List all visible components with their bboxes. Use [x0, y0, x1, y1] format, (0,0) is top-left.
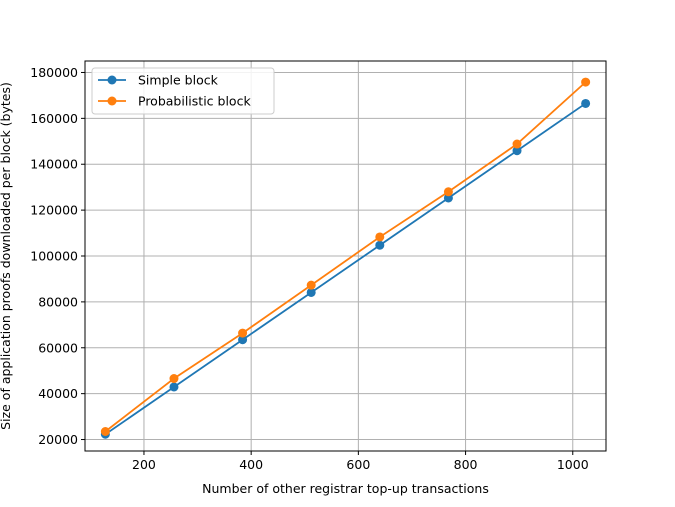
- data-point: [375, 240, 385, 250]
- legend-label: Simple block: [138, 73, 219, 88]
- data-point: [169, 382, 179, 392]
- x-axis-label: Number of other registrar top-up transac…: [202, 481, 489, 496]
- y-tick-label: 180000: [30, 65, 78, 80]
- data-point: [375, 232, 385, 242]
- data-point: [169, 374, 179, 384]
- x-tick-label: 800: [454, 457, 478, 472]
- y-tick-label: 120000: [30, 203, 78, 218]
- data-point: [306, 280, 316, 290]
- legend-item: Simple block: [98, 73, 219, 88]
- data-point: [581, 77, 591, 87]
- series-line: [104, 102, 587, 435]
- legend-marker: [107, 75, 117, 85]
- ticks: 200 400 600 800 1000 20000 40000 60000 80000 1000…: [30, 65, 588, 472]
- data-point: [100, 427, 110, 436]
- y-tick-label: 80000: [38, 294, 78, 309]
- y-tick-label: 40000: [38, 386, 78, 401]
- data-point: [512, 139, 522, 149]
- y-axis-label: Size of application proofs downloaded pe…: [0, 82, 13, 430]
- legend-box: [91, 67, 275, 115]
- y-tick-label: 60000: [38, 340, 78, 355]
- grid: [85, 61, 606, 451]
- legend-item: Probabilistic block: [98, 94, 251, 109]
- series-0: [100, 98, 591, 439]
- x-tick-label: 400: [239, 457, 263, 472]
- y-tick-label: 160000: [30, 111, 78, 126]
- series-1: [100, 77, 591, 436]
- y-tick-label: 100000: [30, 249, 78, 264]
- x-tick-label: 200: [132, 457, 156, 472]
- data-point: [306, 287, 316, 297]
- y-tick-label: 20000: [38, 432, 78, 447]
- x-tick-label: 600: [346, 457, 370, 472]
- data-point: [238, 335, 248, 345]
- series-group: [100, 77, 591, 439]
- legend-marker: [107, 96, 117, 106]
- data-point: [581, 98, 591, 108]
- x-tick-label: 1000: [557, 457, 589, 472]
- data-point: [238, 328, 248, 338]
- legend: Simple block Probabilistic block: [91, 67, 275, 115]
- data-point: [512, 146, 522, 156]
- legend-label: Probabilistic block: [138, 94, 251, 109]
- series-line: [104, 81, 587, 433]
- y-tick-label: 140000: [30, 157, 78, 172]
- data-point: [443, 187, 453, 197]
- data-point: [443, 193, 453, 203]
